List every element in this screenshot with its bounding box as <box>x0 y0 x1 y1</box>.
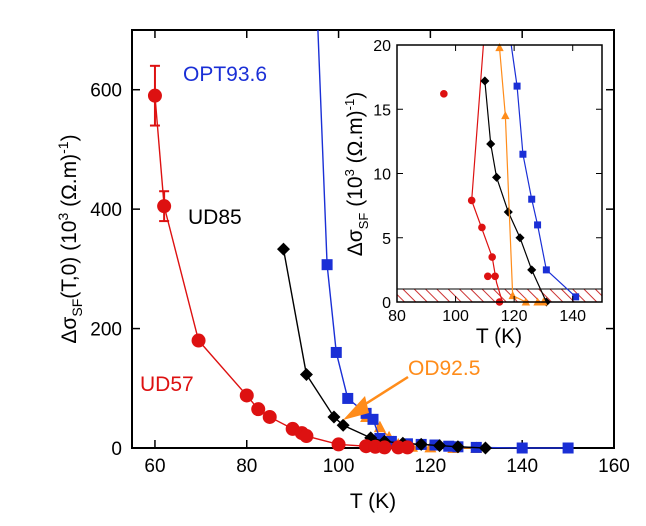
inset-data-point-ud85 <box>492 172 502 182</box>
inset-data-point-opt93-6 <box>528 195 536 203</box>
inset-data-point-ud85 <box>486 139 496 149</box>
inset-hatched-band <box>397 289 602 302</box>
inset-y-tick-label: 5 <box>382 231 391 248</box>
x-tick-label: 100 <box>323 456 355 477</box>
y-tick-label: 600 <box>90 81 122 102</box>
inset-series-ud57 <box>440 44 504 306</box>
data-point-ud57 <box>157 199 172 214</box>
data-point-opt93-6 <box>516 442 528 454</box>
main-x-axis-label: T (K) <box>350 490 396 513</box>
data-point-ud85 <box>414 437 428 451</box>
inset-data-point-opt93-6 <box>513 82 521 90</box>
inset-data-point-ud85 <box>527 265 537 275</box>
data-point-ud57 <box>377 440 392 455</box>
inset-x-tick-label: 80 <box>388 308 406 325</box>
data-point-ud85 <box>299 368 313 382</box>
data-point-ud57 <box>239 388 254 403</box>
inset-data-point-opt93-6 <box>572 293 580 301</box>
inset-x-tick-label: 140 <box>559 308 586 325</box>
inset-data-point-od92-5 <box>501 111 510 120</box>
data-point-ud57 <box>400 440 415 455</box>
inset-data-point-ud57 <box>491 272 499 281</box>
inset-data-point-od92-5 <box>495 43 504 52</box>
inset-data-point-ud85 <box>480 76 490 86</box>
inset-data-point-ud57 <box>483 272 492 281</box>
x-tick-label: 160 <box>598 456 630 477</box>
data-point-ud85 <box>276 242 290 256</box>
x-tick-label: 140 <box>506 456 538 477</box>
data-point-ud57 <box>251 402 266 417</box>
inset-data-point-ud57 <box>478 223 486 232</box>
data-point-opt93-6 <box>367 413 379 425</box>
data-point-opt93-6 <box>330 346 342 358</box>
annotation-od92-5: OD92.5 <box>408 357 480 380</box>
inset-y-tick-label: 15 <box>373 102 391 119</box>
inset-y-tick-label: 20 <box>373 38 391 55</box>
inset-data-point-opt93-6 <box>519 150 527 158</box>
inset-data-point-ud85 <box>515 233 525 243</box>
inset-data-point-od92-5 <box>508 291 517 300</box>
data-point-opt93-6 <box>562 442 574 454</box>
data-point-ud57 <box>299 429 314 444</box>
inset-data-point-opt93-6 <box>542 266 550 274</box>
inset-y-tick-label: 10 <box>373 167 391 184</box>
data-point-ud85 <box>327 410 341 424</box>
inset-x-tick-label: 100 <box>442 308 469 325</box>
data-point-ud57 <box>191 333 206 348</box>
inset-background <box>397 45 602 302</box>
main-series <box>147 29 574 455</box>
inset-data-point-opt93-6 <box>534 221 542 229</box>
y-tick-label: 400 <box>90 200 122 221</box>
inset-series-opt93-6 <box>510 44 580 301</box>
od92-5-arrow-head <box>343 396 369 420</box>
x-tick-label: 60 <box>144 456 165 477</box>
data-point-ud85 <box>433 439 447 453</box>
data-point-ud57 <box>147 88 162 103</box>
data-point-ud57 <box>262 409 277 424</box>
inset-x-tick-label: 120 <box>501 308 528 325</box>
inset-x-axis-label: T (K) <box>476 325 522 348</box>
data-point-ud57 <box>331 437 346 452</box>
data-point-ud85 <box>478 441 492 455</box>
inset-y-tick-label: 0 <box>382 295 391 312</box>
annotation-ud85: UD85 <box>188 206 242 229</box>
main-y-axis-label: ΔσSF(T,0) (103 (Ω.m)-1) <box>55 134 85 343</box>
x-tick-label: 80 <box>236 456 257 477</box>
inset-data-point-ud85 <box>503 207 513 217</box>
data-point-ud85 <box>336 418 350 432</box>
inset-axis-ticks: 80 100 120 140 0 5 10 15 20 <box>373 38 602 325</box>
y-tick-label: 200 <box>90 320 122 341</box>
data-point-opt93-6 <box>321 259 333 271</box>
x-tick-label: 120 <box>415 456 447 477</box>
data-point-opt93-6 <box>342 392 354 404</box>
inset-data-point-ud57 <box>488 253 496 261</box>
annotation-opt93-6: OPT93.6 <box>183 63 267 86</box>
y-tick-label: 0 <box>111 439 122 460</box>
data-point-ud85 <box>451 440 465 454</box>
annotation-ud57: UD57 <box>140 373 194 396</box>
inset-data-point-ud57 <box>440 90 448 98</box>
series-ud57 <box>147 64 415 455</box>
inset-data-point-ud57 <box>467 196 476 205</box>
data-point-opt93-6 <box>374 432 386 444</box>
inset-y-axis-label: ΔσSF (103 (Ω.m)-1) <box>342 92 371 256</box>
